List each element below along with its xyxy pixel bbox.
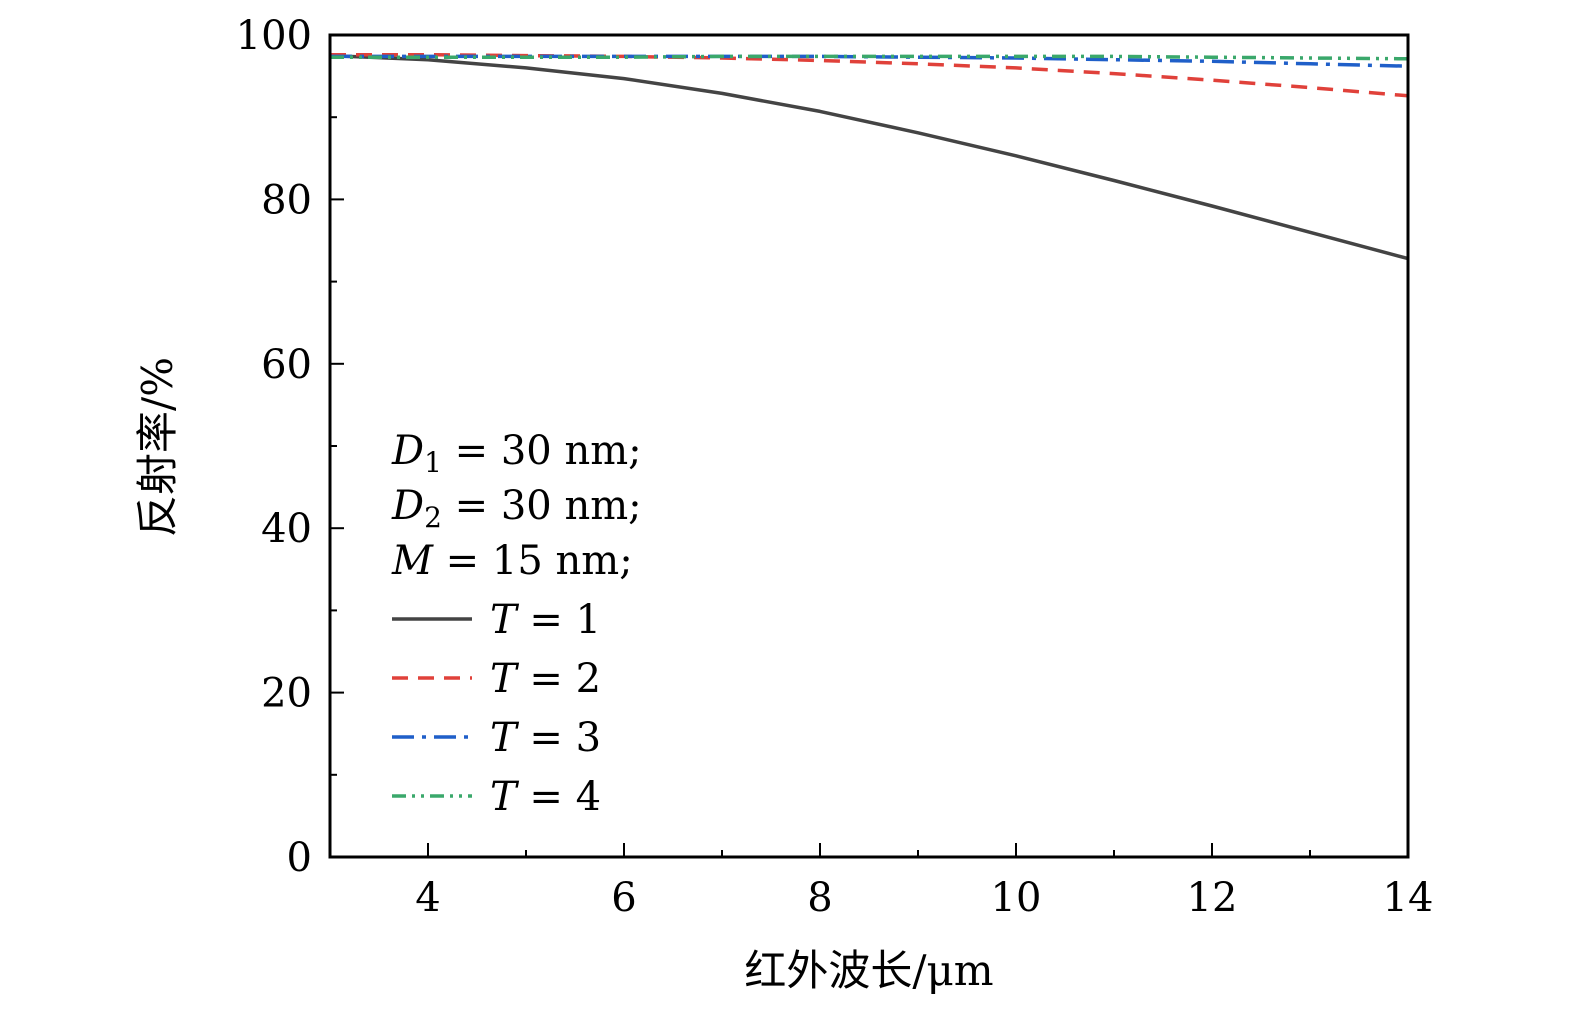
series-layer <box>329 52 1409 261</box>
y-tick-label: 0 <box>287 835 312 881</box>
y-axis-title: 反射率/% <box>133 357 182 537</box>
x-tick-label: 4 <box>415 875 440 921</box>
legend-parameter: D1 = 30 nm; <box>391 428 642 479</box>
x-tick-label: 8 <box>807 875 832 921</box>
series-line-t1 <box>329 53 1409 261</box>
legend-label-t1: T = 1 <box>490 597 601 643</box>
legend-parameter: M = 15 nm; <box>391 538 633 584</box>
series-line-t4 <box>330 54 1409 61</box>
y-tick-label: 80 <box>261 177 312 223</box>
legend-parameter: D2 = 30 nm; <box>391 483 642 534</box>
y-tick-label: 40 <box>261 506 312 552</box>
x-axis-title: 红外波长/μm <box>744 946 993 995</box>
legend-label-t2: T = 2 <box>490 656 601 702</box>
x-tick-label: 10 <box>991 875 1042 921</box>
legend: D1 = 30 nm;D2 = 30 nm;M = 15 nm; T = 1 T =… <box>391 428 642 820</box>
tick-layer: 4 6 8 10 12 14 0 20 40 60 80 100 <box>236 13 1434 921</box>
y-tick-label: 20 <box>261 671 312 717</box>
x-tick-label: 12 <box>1187 875 1238 921</box>
series-line-t3 <box>330 54 1409 68</box>
legend-label-t3: T = 3 <box>490 715 601 761</box>
y-tick-label: 60 <box>261 342 312 388</box>
series-line-t2 <box>330 52 1409 98</box>
legend-label-t4: T = 4 <box>490 774 601 820</box>
x-tick-label: 6 <box>611 875 636 921</box>
y-tick-label: 100 <box>236 13 312 59</box>
x-tick-label: 14 <box>1383 875 1434 921</box>
